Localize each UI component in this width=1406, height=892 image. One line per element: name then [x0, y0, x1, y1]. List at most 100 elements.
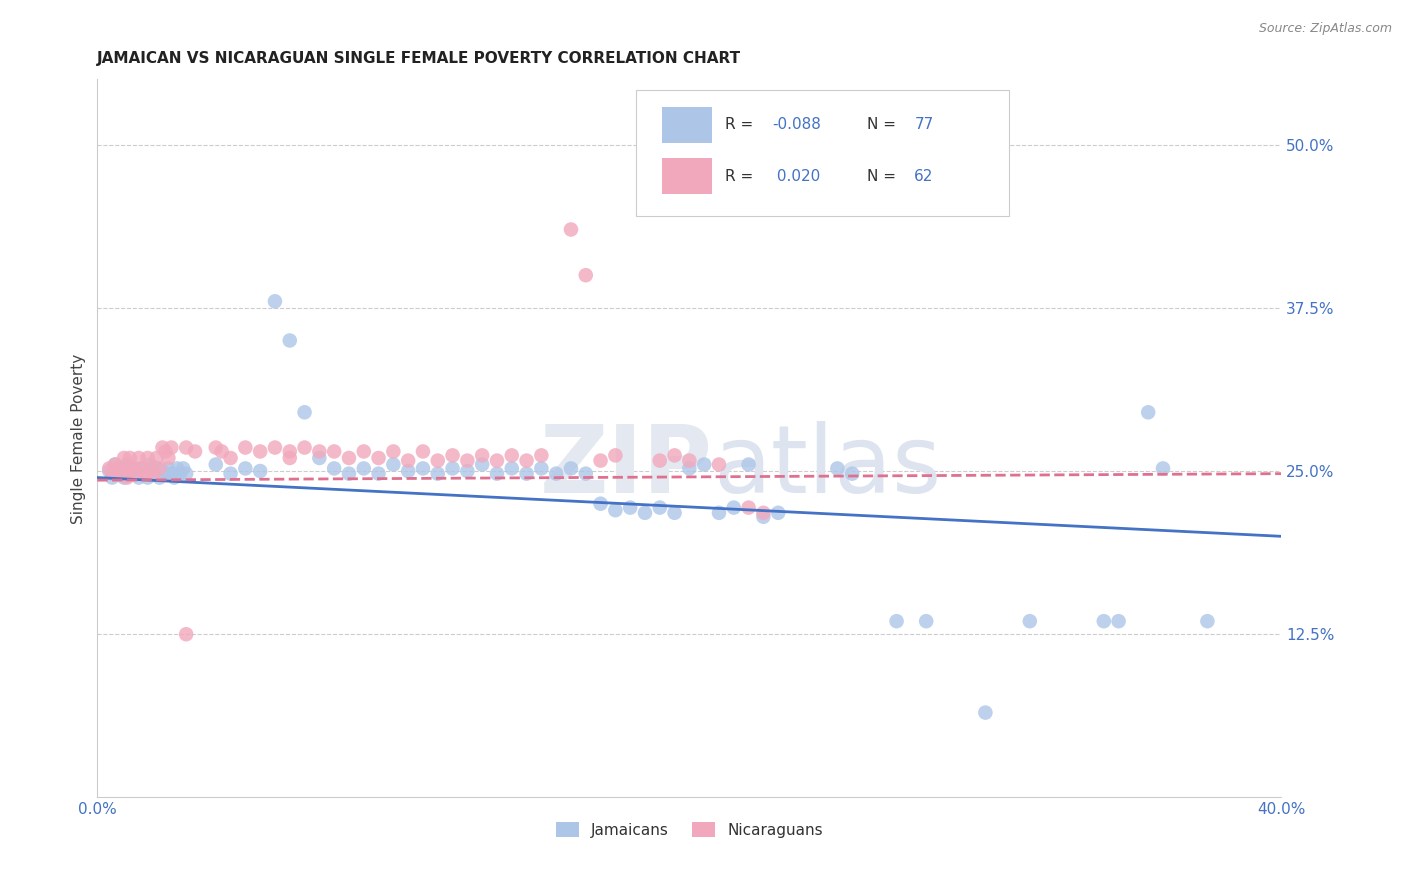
Point	[382, 444, 405, 458]
Point	[396, 453, 419, 467]
Point	[471, 458, 494, 472]
Point	[98, 461, 121, 475]
Point	[134, 467, 156, 481]
Y-axis label: Single Female Poverty: Single Female Poverty	[72, 353, 86, 524]
Text: R =: R =	[725, 169, 758, 184]
Point	[560, 222, 582, 236]
Point	[204, 458, 226, 472]
Text: JAMAICAN VS NICARAGUAN SINGLE FEMALE POVERTY CORRELATION CHART: JAMAICAN VS NICARAGUAN SINGLE FEMALE POV…	[97, 51, 741, 66]
Point	[426, 467, 449, 481]
Point	[131, 461, 153, 475]
Point	[974, 706, 997, 720]
Point	[648, 453, 671, 467]
Point	[152, 441, 174, 455]
Point	[112, 450, 135, 465]
Point	[139, 458, 162, 472]
Point	[485, 467, 508, 481]
Text: R =: R =	[725, 117, 758, 132]
Point	[516, 467, 538, 481]
Point	[382, 458, 405, 472]
Point	[101, 467, 124, 481]
Point	[131, 461, 153, 475]
Point	[827, 461, 849, 475]
Point	[693, 458, 716, 472]
Legend: Jamaicans, Nicaraguans: Jamaicans, Nicaraguans	[550, 815, 828, 844]
FancyBboxPatch shape	[636, 90, 1010, 216]
Point	[148, 470, 170, 484]
Point	[174, 441, 197, 455]
Point	[136, 470, 159, 484]
Point	[323, 461, 346, 475]
Point	[125, 461, 148, 475]
Point	[664, 506, 686, 520]
Point	[294, 441, 316, 455]
Point	[115, 458, 138, 472]
Text: 0.020: 0.020	[772, 169, 821, 184]
Text: N =: N =	[868, 117, 901, 132]
Point	[174, 627, 197, 641]
Point	[184, 444, 207, 458]
Point	[104, 458, 127, 472]
Point	[426, 453, 449, 467]
Point	[367, 450, 389, 465]
Point	[530, 449, 553, 463]
Point	[752, 506, 775, 520]
Point	[204, 441, 226, 455]
Point	[441, 449, 464, 463]
Point	[485, 453, 508, 467]
Point	[264, 441, 287, 455]
Point	[915, 614, 938, 628]
Point	[139, 461, 162, 475]
Point	[1092, 614, 1115, 628]
Point	[516, 453, 538, 467]
Point	[353, 461, 375, 475]
Point	[546, 467, 568, 481]
Point	[235, 461, 257, 475]
Point	[737, 458, 759, 472]
Point	[396, 464, 419, 478]
Point	[211, 444, 233, 458]
Point	[110, 461, 132, 475]
Point	[737, 500, 759, 515]
Point	[98, 464, 121, 478]
Point	[155, 467, 177, 481]
Point	[155, 444, 177, 458]
Point	[471, 449, 494, 463]
Text: -0.088: -0.088	[772, 117, 821, 132]
Point	[678, 461, 700, 475]
Point	[367, 467, 389, 481]
Point	[219, 467, 242, 481]
Point	[575, 268, 598, 283]
Point	[122, 461, 145, 475]
Point	[456, 453, 478, 467]
Point	[172, 461, 194, 475]
Point	[249, 464, 271, 478]
Point	[886, 614, 908, 628]
Point	[136, 450, 159, 465]
Point	[101, 470, 124, 484]
Point	[634, 506, 657, 520]
Point	[353, 444, 375, 458]
Point	[589, 453, 612, 467]
Point	[412, 444, 434, 458]
Point	[308, 450, 330, 465]
Point	[1197, 614, 1219, 628]
Point	[115, 461, 138, 475]
Point	[174, 467, 197, 481]
Point	[163, 470, 186, 484]
Point	[323, 444, 346, 458]
Point	[337, 467, 360, 481]
Point	[560, 461, 582, 475]
Text: Source: ZipAtlas.com: Source: ZipAtlas.com	[1258, 22, 1392, 36]
Point	[1152, 461, 1174, 475]
Point	[145, 450, 167, 465]
Point	[142, 467, 165, 481]
Point	[723, 500, 745, 515]
Point	[115, 470, 138, 484]
Text: 77: 77	[914, 117, 934, 132]
Point	[107, 467, 129, 481]
Point	[145, 461, 167, 475]
Point	[294, 405, 316, 419]
Point	[766, 506, 789, 520]
Point	[264, 294, 287, 309]
